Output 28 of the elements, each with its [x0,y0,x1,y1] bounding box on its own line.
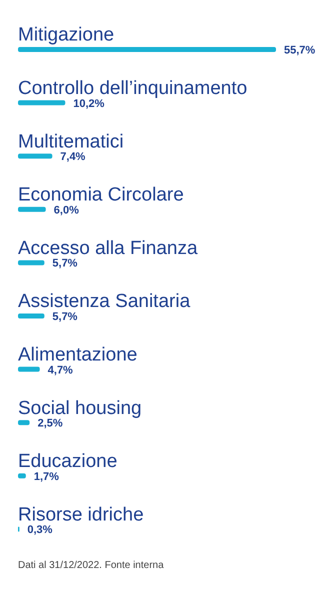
data-label: 1,7% [34,470,60,483]
text: Dati al 31/12/2022. Fonte interna [18,560,165,571]
data-label: 2,5% [38,418,63,430]
data-label: 55,7% [284,44,316,56]
y-tick-label: Educazione [18,451,118,472]
y-tick-label: Assistenza Sanitaria [18,291,191,312]
y-tick-label: Mitigazione [18,24,114,46]
data-label: 5,7% [52,258,78,270]
data-label: 6,0% [54,204,80,216]
bar [18,100,66,106]
bar [18,260,44,266]
data-label: 5,7% [52,311,78,323]
bar [18,47,276,52]
y-tick-label: Accesso alla Finanza [18,238,198,259]
data-label: 7,4% [60,151,86,164]
y-tick-label: Economia Circolare [18,184,184,206]
data-label: 4,7% [48,364,74,376]
bar [18,314,44,318]
bar [18,206,46,212]
data-label: 10,2% [73,98,105,110]
y-tick-label: Risorse idriche [18,504,144,526]
y-tick-label: Social housing [18,398,142,419]
data-label: 0,3% [27,524,53,536]
y-tick-label: Controllo dell’inquinamento [18,78,248,99]
y-tick-label: Alimentazione [18,344,138,366]
bar [18,366,40,372]
bar [18,154,52,159]
y-tick-label: Multitematici [18,131,124,152]
